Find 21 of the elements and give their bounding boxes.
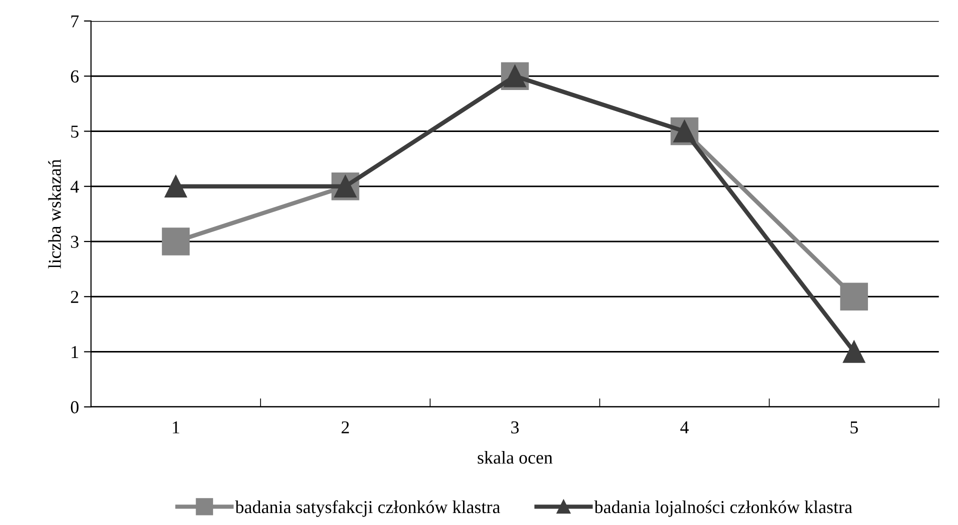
x-tick-label: 4 xyxy=(680,421,689,434)
y-tick-label: 3 xyxy=(71,236,78,248)
x-axis-title: skala ocen xyxy=(478,451,552,464)
y-tick-label: 2 xyxy=(70,290,78,303)
y-tick-label: 1 xyxy=(72,346,78,358)
point xyxy=(162,228,190,256)
x-tick-label: 1 xyxy=(172,421,180,434)
legend-label: badania satysfakcji członków klastra xyxy=(235,500,500,517)
y-tick-label: 6 xyxy=(70,70,79,83)
point xyxy=(164,175,187,198)
y-tick-label: 7 xyxy=(71,15,79,28)
x-tick-label: 2 xyxy=(342,421,349,434)
y-tick-label: 4 xyxy=(70,180,79,193)
y-tick-label: 5 xyxy=(71,126,78,138)
y-tick-label: 0 xyxy=(70,401,79,414)
point xyxy=(842,340,866,363)
x-tick-label: 3 xyxy=(511,421,519,434)
x-tick-label: 5 xyxy=(850,421,858,434)
point xyxy=(840,282,868,311)
y-axis-title: liczba wskazań xyxy=(48,159,61,268)
legend-label: badania lojalności członków klastra xyxy=(594,500,852,517)
